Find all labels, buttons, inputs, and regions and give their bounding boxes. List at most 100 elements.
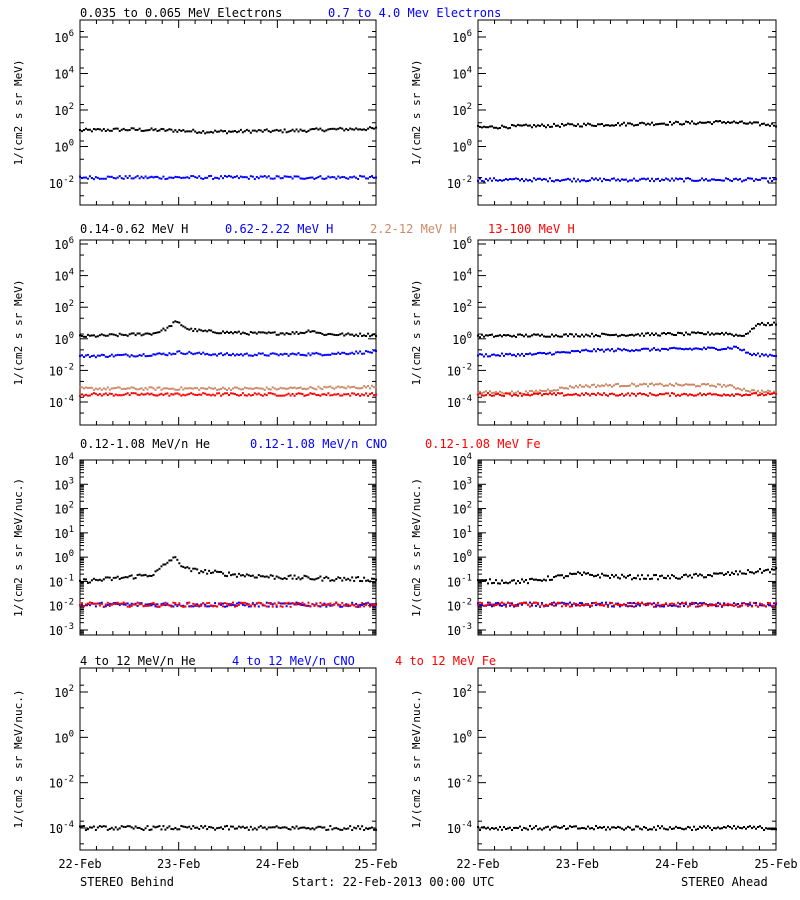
data-point (767, 603, 769, 606)
data-point (323, 354, 326, 357)
data-point (265, 354, 268, 357)
data-point (753, 572, 755, 575)
data-point (233, 605, 236, 608)
data-point (335, 177, 338, 180)
data-point (505, 353, 507, 356)
data-point (483, 826, 485, 829)
data-point (353, 385, 356, 388)
data-point (739, 388, 741, 391)
data-point (585, 180, 587, 183)
data-point (713, 121, 715, 124)
data-point (359, 174, 362, 177)
data-point (345, 333, 348, 336)
data-point (745, 603, 747, 606)
data-point (106, 386, 109, 389)
data-point (729, 603, 731, 606)
data-point (222, 393, 225, 396)
footer-right: STEREO Ahead (681, 875, 768, 889)
data-point (112, 576, 115, 579)
data-point (571, 573, 573, 576)
data-point (309, 128, 312, 131)
data-point (339, 176, 342, 179)
data-point (627, 180, 629, 183)
data-point (239, 388, 242, 391)
data-point (355, 176, 358, 179)
data-point (509, 126, 511, 129)
data-point (279, 827, 282, 830)
data-point (577, 178, 579, 181)
data-point (335, 393, 338, 396)
data-point (593, 178, 595, 181)
data-point (371, 384, 374, 387)
data-point (595, 824, 597, 827)
data-point (182, 352, 185, 355)
data-point (116, 828, 119, 831)
data-point (329, 825, 332, 828)
data-point (481, 126, 483, 129)
data-point (327, 175, 330, 178)
data-point (323, 385, 326, 388)
data-point (112, 828, 115, 831)
data-point (683, 605, 685, 608)
data-point (667, 123, 669, 126)
data-point (138, 332, 141, 335)
data-point (120, 577, 123, 580)
data-point (198, 388, 201, 391)
data-point (144, 175, 147, 178)
data-point (579, 351, 581, 354)
data-point (170, 604, 173, 607)
data-point (345, 177, 348, 180)
data-point (128, 333, 131, 336)
data-point (537, 333, 539, 336)
data-point (713, 346, 715, 349)
data-point (347, 603, 350, 606)
data-point (214, 176, 217, 179)
data-point (585, 392, 587, 395)
data-point (82, 129, 85, 132)
data-point (715, 393, 717, 396)
data-point (170, 325, 173, 328)
data-point (237, 177, 240, 180)
data-point (761, 392, 763, 395)
data-point (323, 826, 326, 829)
data-point (112, 176, 115, 179)
data-point (80, 602, 83, 605)
data-point (176, 130, 179, 133)
data-point (681, 347, 683, 350)
data-point (212, 826, 215, 829)
data-point (259, 393, 262, 396)
data-point (657, 348, 659, 351)
data-point (529, 825, 531, 828)
data-point (625, 576, 627, 579)
data-point (651, 348, 653, 351)
data-point (110, 353, 113, 356)
data-point (309, 330, 312, 333)
data-point (547, 124, 549, 127)
data-point (637, 392, 639, 395)
data-point (491, 179, 493, 182)
data-point (561, 392, 563, 395)
data-point (597, 384, 599, 387)
data-point (130, 354, 133, 357)
data-point (367, 350, 370, 353)
data-point (218, 388, 221, 391)
data-point (241, 176, 244, 179)
data-point (343, 129, 346, 132)
data-point (731, 121, 733, 124)
data-point (487, 179, 489, 182)
data-point (216, 392, 219, 395)
data-point (164, 601, 167, 604)
data-point (719, 348, 721, 351)
data-point (148, 828, 151, 831)
data-point (188, 393, 191, 396)
data-point (721, 179, 723, 182)
data-point (713, 604, 715, 607)
data-point (677, 577, 679, 580)
data-point (299, 386, 302, 389)
data-point (543, 335, 545, 338)
data-point (96, 176, 99, 179)
data-point (717, 394, 719, 397)
data-point (118, 602, 121, 605)
